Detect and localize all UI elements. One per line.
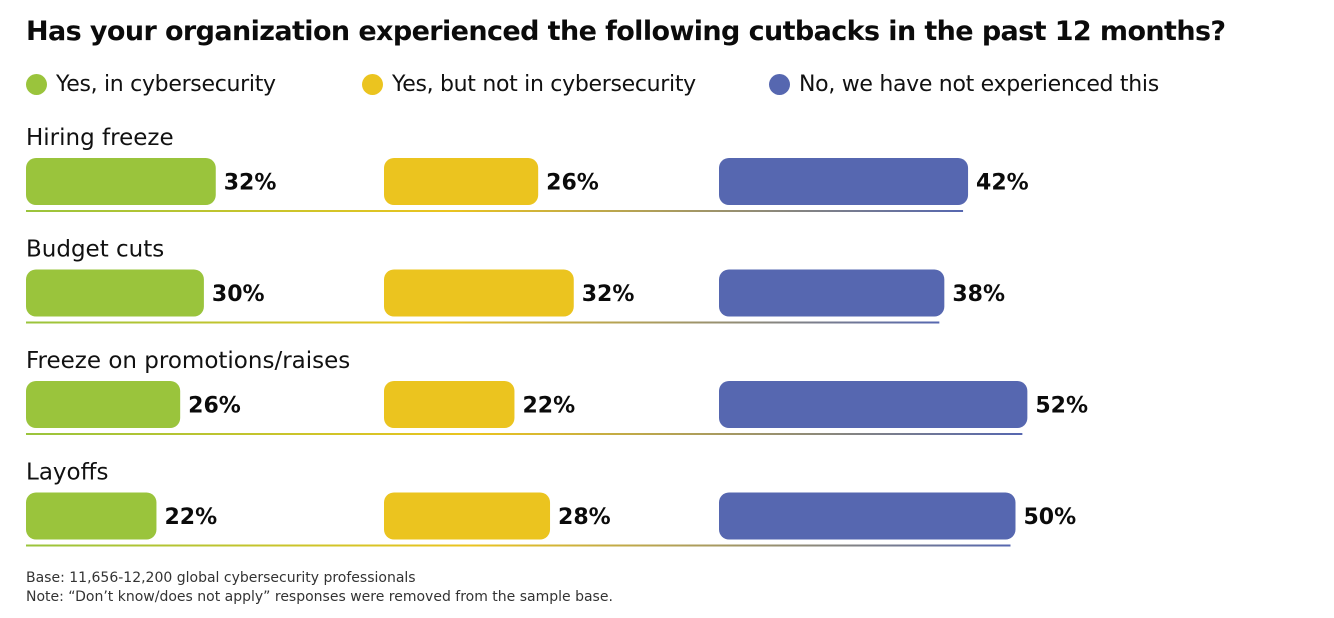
bar-yes-but-not-in-cybersecurity	[384, 492, 551, 540]
legend-item-yes-not-cybersecurity: Yes, but not in cybersecurity	[362, 72, 696, 97]
bar-yes-but-not-in-cybersecurity	[384, 269, 574, 317]
bar-yes-in-cybersecurity	[26, 492, 157, 540]
legend-item-no: No, we have not experienced this	[769, 72, 1159, 97]
legend-dot-green-icon	[26, 74, 47, 95]
legend-label: No, we have not experienced this	[799, 72, 1159, 97]
chart-title: Has your organization experienced the fo…	[26, 16, 1226, 47]
category-label: Freeze on promotions/raises	[26, 348, 350, 374]
footnote-base: Base: 11,656-12,200 global cybersecurity…	[26, 570, 416, 586]
row-separator	[26, 433, 1023, 435]
bar-yes-in-cybersecurity	[26, 381, 181, 428]
data-label: 22%	[522, 394, 575, 419]
legend-label: Yes, but not in cybersecurity	[392, 72, 696, 97]
legend-dot-yellow-icon	[362, 74, 383, 95]
data-label: 28%	[558, 505, 611, 530]
legend-dot-blue-icon	[769, 74, 790, 95]
data-label: 32%	[582, 282, 635, 307]
data-label: 42%	[976, 171, 1029, 196]
bar-yes-in-cybersecurity	[26, 269, 204, 317]
category-group-layoffs: Layoffs 22% 28% 50%	[26, 460, 1076, 547]
data-label: 50%	[1024, 505, 1077, 530]
category-label: Budget cuts	[26, 237, 164, 263]
data-label: 52%	[1035, 394, 1088, 419]
legend-label: Yes, in cybersecurity	[56, 72, 276, 97]
data-label: 32%	[224, 171, 277, 196]
category-group-hiring-freeze: Hiring freeze 32% 26% 42%	[26, 125, 1029, 212]
bar-no-we-have-not-experienced-this	[719, 158, 969, 205]
row-separator	[26, 544, 1011, 547]
data-label: 30%	[212, 282, 265, 307]
footnote-note: Note: “Don’t know/does not apply” respon…	[26, 589, 613, 605]
bar-yes-but-not-in-cybersecurity	[384, 381, 515, 428]
data-label: 38%	[952, 282, 1005, 307]
legend: Yes, in cybersecurity Yes, but not in cy…	[0, 72, 1334, 102]
data-label: 26%	[188, 394, 241, 419]
category-label: Layoffs	[26, 460, 108, 486]
bar-no-we-have-not-experienced-this	[719, 269, 945, 317]
bar-no-we-have-not-experienced-this	[719, 381, 1028, 428]
category-group-freeze-on-promotions-raises: Freeze on promotions/raises 26% 22% 52%	[26, 348, 1088, 435]
bar-yes-but-not-in-cybersecurity	[384, 158, 539, 205]
data-label: 26%	[546, 171, 599, 196]
category-label: Hiring freeze	[26, 125, 174, 151]
row-separator	[26, 210, 964, 212]
bar-yes-in-cybersecurity	[26, 158, 216, 205]
row-separator	[26, 321, 940, 324]
bar-no-we-have-not-experienced-this	[719, 492, 1016, 540]
data-label: 22%	[164, 505, 217, 530]
legend-item-yes-cybersecurity: Yes, in cybersecurity	[26, 72, 276, 97]
category-group-budget-cuts: Budget cuts 30% 32% 38%	[26, 237, 1005, 324]
